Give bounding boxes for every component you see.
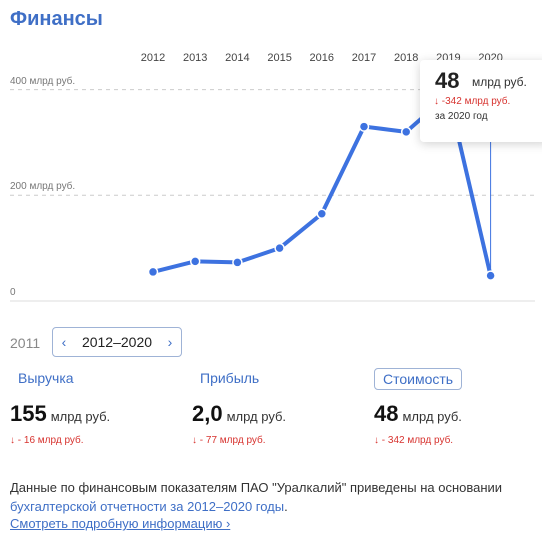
metric-unit: млрд руб. bbox=[402, 409, 462, 424]
metric-value: 155 млрд руб. bbox=[10, 401, 110, 427]
tooltip-delta: ↓ -342 млрд руб. bbox=[434, 96, 511, 107]
data-point-2016[interactable] bbox=[316, 208, 328, 220]
year-label: 2018 bbox=[393, 52, 419, 64]
period-selector: ‹ 2012–2020 › bbox=[52, 327, 182, 357]
tooltip-unit: млрд руб. bbox=[472, 75, 527, 89]
tooltip-period: за 2020 год bbox=[435, 111, 488, 122]
note-end: . bbox=[284, 499, 288, 514]
more-info-link[interactable]: Смотреть подробную информацию › bbox=[10, 516, 231, 531]
year-label: 2013 bbox=[182, 52, 208, 64]
chevron-left-icon[interactable]: ‹ bbox=[61, 334, 67, 350]
data-point-2018[interactable] bbox=[400, 126, 412, 138]
data-point-2020[interactable] bbox=[485, 270, 496, 281]
y-tick-label: 400 млрд руб. bbox=[10, 75, 76, 87]
period-label: 2012–2020 bbox=[81, 334, 153, 350]
year-label: 2012 bbox=[140, 52, 166, 64]
metric-delta: ↓ - 77 млрд руб. bbox=[192, 435, 266, 446]
chevron-right-icon[interactable]: › bbox=[167, 334, 173, 350]
data-point-2015[interactable] bbox=[274, 242, 285, 254]
tab-revenue[interactable]: Выручка bbox=[18, 370, 74, 386]
data-point-2013[interactable] bbox=[189, 256, 201, 267]
metric-value: 48 млрд руб. bbox=[374, 401, 462, 427]
metric-unit: млрд руб. bbox=[50, 409, 111, 424]
data-point-2012[interactable] bbox=[147, 266, 159, 278]
metric-value: 2,0 млрд руб. bbox=[192, 401, 286, 427]
tooltip-value: 48 bbox=[435, 68, 460, 93]
data-point-2017[interactable] bbox=[358, 121, 370, 132]
year-label: 2016 bbox=[309, 52, 335, 64]
metric-delta: ↓ - 16 млрд руб. bbox=[10, 435, 84, 446]
range-start-year[interactable]: 2011 bbox=[10, 335, 41, 351]
metric-number: 2,0 bbox=[192, 401, 223, 426]
metric-number: 155 bbox=[10, 401, 47, 426]
metric-delta: ↓ - 342 млрд руб. bbox=[374, 435, 454, 446]
year-label: 2015 bbox=[267, 52, 292, 64]
metric-revenue: Выручка 155 млрд руб. ↓ - 16 млрд руб. bbox=[10, 368, 110, 446]
tab-profit[interactable]: Прибыль bbox=[200, 370, 260, 386]
chart-tooltip: 48 млрд руб. ↓ -342 млрд руб. за 2020 го… bbox=[420, 60, 542, 142]
section-title: Финансы bbox=[10, 8, 103, 30]
tab-market-value[interactable]: Стоимость bbox=[374, 368, 463, 390]
metric-number: 48 bbox=[374, 401, 399, 426]
data-point-2014[interactable] bbox=[232, 257, 243, 268]
year-label: 2014 bbox=[225, 52, 250, 64]
metric-profit: Прибыль 2,0 млрд руб. ↓ - 77 млрд руб. bbox=[192, 368, 286, 446]
data-source-note: Данные по финансовым показателям ПАО "Ур… bbox=[10, 478, 530, 516]
y-tick-label: 0 bbox=[10, 287, 16, 298]
note-text: Данные по финансовым показателям ПАО "Ур… bbox=[10, 480, 503, 495]
year-label: 2017 bbox=[351, 52, 377, 64]
financial-statements-link[interactable]: бухгалтерской отчетности за 2012–2020 го… bbox=[10, 499, 285, 514]
metric-unit: млрд руб. bbox=[226, 409, 287, 424]
metric-value-capitalization: Стоимость 48 млрд руб. ↓ - 342 млрд руб. bbox=[374, 368, 463, 446]
y-tick-label: 200 млрд руб. bbox=[10, 181, 76, 193]
